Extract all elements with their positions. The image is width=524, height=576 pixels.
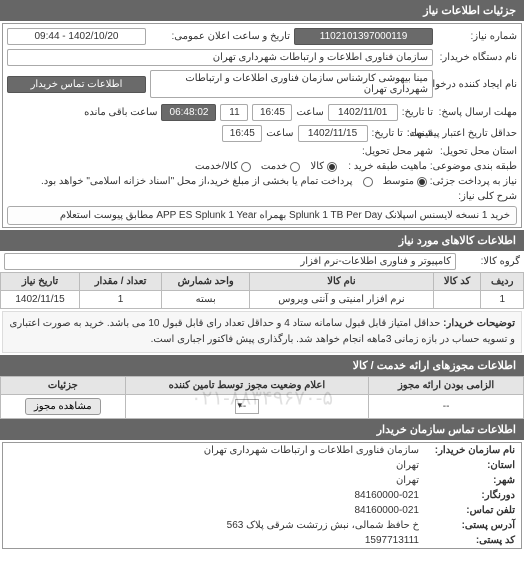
buyer-note-box: توضیحات خریدار: حداقل امتیاز قابل قبول س… (2, 311, 522, 353)
radio-mid[interactable]: متوسط (383, 176, 427, 187)
need-no-label: شماره نیاز: (437, 31, 517, 42)
goods-section-header: اطلاعات کالاهای مورد نیاز (0, 230, 524, 251)
cell-code (433, 291, 481, 309)
col-qty: تعداد / مقدار (79, 273, 161, 291)
phone-value: 84160000-021 (354, 505, 419, 516)
permit-section-header: اطلاعات مجوزهای ارائه خدمت / کالا (0, 355, 524, 376)
permit-cell-details: مشاهده مجوز (1, 395, 126, 419)
need-no-value: 1102101397000119 (294, 28, 433, 45)
main-desc-label: شرح کلی نیاز: (437, 191, 517, 202)
phone-label: تلفن تماس: (425, 505, 515, 516)
radio-service-label: خدمت (261, 161, 288, 172)
deadline-date-2: 1402/11/15 (298, 125, 368, 142)
goods-table: ردیف کد کالا نام کالا واحد شمارش تعداد /… (0, 272, 524, 309)
permit-col-status: اعلام وضعیت مجوز توسط تامین کننده (125, 377, 369, 395)
time-label-1: ساعت (296, 107, 323, 118)
credit-deadline-label: حداقل تاریخ اعتبار پیشنهاد: (437, 128, 517, 139)
fax-value: 84160000-021 (354, 490, 419, 501)
contact-panel: نام سازمان خریدار: سازمان فناوری اطلاعات… (2, 442, 522, 549)
permit-status-select[interactable]: -- (235, 399, 260, 414)
remaining-time: 06:48:02 (161, 104, 216, 121)
price-until-label: قیمت: (407, 128, 433, 139)
buyer-device-label: نام دستگاه خریدار: (437, 52, 517, 63)
org-value: سازمان فناوری اطلاعات و ارتباطات شهرداری… (204, 445, 419, 456)
org-label: نام سازمان خریدار: (425, 445, 515, 456)
zip-value: 1597713111 (365, 535, 419, 546)
purchase-type-label: ماهیت طبقه خرید : (347, 161, 427, 172)
city-value: تهران (396, 475, 419, 486)
delivery-state-label: استان محل تحویل: (437, 146, 517, 157)
permit-cell-mandatory: -- (369, 395, 524, 419)
days-value: 11 (220, 104, 248, 121)
radio-dot-icon (363, 177, 373, 187)
state-label: استان: (425, 460, 515, 471)
deadline-time-2: 16:45 (222, 125, 262, 142)
buyer-note-label: توضیحات خریدار: (443, 318, 515, 329)
city-label: شهر: (425, 475, 515, 486)
contact-section-header: اطلاعات تماس سازمان خریدار (0, 419, 524, 440)
announce-time-value: 1402/10/20 - 09:44 (7, 28, 146, 45)
cell-name: نرم افزار امنیتی و آنتی ویروس (250, 291, 433, 309)
main-desc-value: خرید 1 نسخه لایسنس اسپلانک Splunk 1 TB P… (7, 206, 517, 225)
radio-dot-icon (241, 162, 251, 172)
zip-label: کد پستی: (425, 535, 515, 546)
radio-dot-icon (417, 177, 427, 187)
permit-col-mandatory: الزامی بودن ارائه مجوز (369, 377, 524, 395)
permit-row: -- -- مشاهده مجوز (1, 395, 524, 419)
radio-service[interactable]: خدمت (261, 161, 301, 172)
partial-pay-note: پرداخت تمام یا بخشی از مبلغ خرید،از محل … (7, 176, 353, 187)
permit-watermark-area: الزامی بودن ارائه مجوز اعلام وضعیت مجوز … (0, 376, 524, 419)
col-date: تاریخ نیاز (1, 273, 80, 291)
radio-goods-service-label: کالا/خدمت (195, 161, 238, 172)
goods-group-value: کامپیوتر و فناوری اطلاعات-نرم افزار (4, 253, 456, 270)
radio-dot-icon (290, 162, 300, 172)
partial-pay-label: نیاز به پرداخت جزئی: (437, 176, 517, 187)
buyer-note-text: حداقل امتیاز قابل قبول سامانه ستاد 4 و ح… (10, 318, 516, 345)
radio-goods-service[interactable]: کالا/خدمت (195, 161, 251, 172)
postal-label: آدرس پستی: (425, 520, 515, 531)
radio-dot-icon (327, 162, 337, 172)
state-value: تهران (396, 460, 419, 471)
permit-col-details: جزئیات (1, 377, 126, 395)
deadline-time-1: 16:45 (252, 104, 292, 121)
cell-qty: 1 (79, 291, 161, 309)
permit-cell-status: -- (125, 395, 369, 419)
requester-label: نام ایجاد کننده درخواست: (437, 79, 517, 90)
col-unit: واحد شمارش (162, 273, 250, 291)
radio-goods-label: کالا (310, 161, 324, 172)
requester-value: مینا بیهوشی کارشناس سازمان فناوری اطلاعا… (150, 70, 433, 98)
radio-other[interactable] (363, 177, 373, 187)
delivery-city-label: شهر محل تحویل: (353, 146, 433, 157)
view-permit-button[interactable]: مشاهده مجوز (25, 398, 101, 415)
send-deadline-label: مهلت ارسال پاسخ: (437, 107, 517, 118)
cell-unit: بسته (162, 291, 250, 309)
permit-table: الزامی بودن ارائه مجوز اعلام وضعیت مجوز … (0, 376, 524, 419)
until-date-label-1: تا تاریخ: (402, 107, 433, 118)
cell-row: 1 (481, 291, 524, 309)
time-label-2: ساعت (266, 128, 293, 139)
fax-label: دورنگار: (425, 490, 515, 501)
col-code: کد کالا (433, 273, 481, 291)
details-section-header: جزئیات اطلاعات نیاز (0, 0, 524, 21)
details-panel: شماره نیاز: 1102101397000119 تاریخ و ساع… (2, 23, 522, 228)
radio-mid-label: متوسط (383, 176, 414, 187)
radio-goods[interactable]: کالا (310, 161, 337, 172)
pack-label: طبقه بندی موضوعی: (437, 161, 517, 172)
remaining-label: ساعت باقی مانده (84, 107, 157, 118)
buyer-device-value: سازمان فناوری اطلاعات و ارتباطات شهرداری… (7, 49, 433, 66)
col-name: نام کالا (250, 273, 433, 291)
announce-time-label: تاریخ و ساعت اعلان عمومی: (150, 31, 290, 42)
col-row: ردیف (481, 273, 524, 291)
postal-value: خ حافظ شمالی، نبش زرتشت شرقی پلاک 563 (227, 520, 419, 531)
table-row[interactable]: 1 نرم افزار امنیتی و آنتی ویروس بسته 1 1… (1, 291, 524, 309)
until-date-label-2: تا تاریخ: (372, 128, 403, 139)
cell-date: 1402/11/15 (1, 291, 80, 309)
deadline-date-1: 1402/11/01 (328, 104, 398, 121)
goods-group-label: گروه کالا: (460, 256, 520, 267)
buyer-contact-button[interactable]: اطلاعات تماس خریدار (7, 76, 146, 93)
